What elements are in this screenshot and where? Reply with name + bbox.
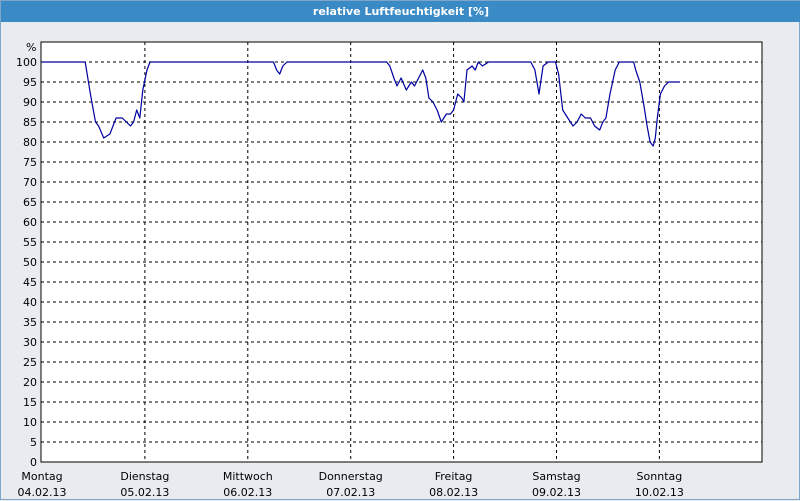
y-tick-label: 30	[23, 336, 37, 349]
x-tick-date: 09.02.13	[532, 486, 581, 499]
x-tick-date: 06.02.13	[223, 486, 272, 499]
x-tick-weekday: Montag	[21, 470, 62, 483]
y-tick-label: 55	[23, 236, 37, 249]
y-tick-label: 100	[16, 56, 37, 69]
y-tick-label: 0	[30, 456, 37, 469]
x-tick-date: 07.02.13	[326, 486, 375, 499]
x-tick-weekday: Samstag	[532, 470, 580, 483]
chart-title: relative Luftfeuchtigkeit [%]	[1, 1, 800, 22]
x-tick-weekday: Freitag	[435, 470, 473, 483]
y-tick-label: 65	[23, 196, 37, 209]
y-axis: 0 5 10 15 20 25 30 35 40 45 50 55 60 65 70 75 80 85 90 95 10…	[16, 56, 37, 469]
y-axis-unit-label: %	[26, 41, 36, 54]
y-tick-label: 40	[23, 296, 37, 309]
x-tick-weekday: Sonntag	[637, 470, 683, 483]
y-tick-label: 45	[23, 276, 37, 289]
y-tick-label: 70	[23, 176, 37, 189]
x-tick-weekday: Dienstag	[120, 470, 169, 483]
series-line	[42, 61, 680, 147]
y-tick-label: 35	[23, 316, 37, 329]
grid-layer	[41, 42, 762, 462]
y-tick-label: 60	[23, 216, 37, 229]
y-tick-label: 95	[23, 76, 37, 89]
y-tick-label: 15	[23, 396, 37, 409]
y-tick-label: 5	[30, 436, 37, 449]
y-tick-label: 90	[23, 96, 37, 109]
y-tick-label: 75	[23, 156, 37, 169]
y-tick-label: 80	[23, 136, 37, 149]
series-layer	[42, 61, 680, 147]
x-tick-date: 10.02.13	[635, 486, 684, 499]
x-tick-date: 05.02.13	[120, 486, 169, 499]
x-tick-date: 04.02.13	[18, 486, 67, 499]
y-tick-label: 10	[23, 416, 37, 429]
y-tick-label: 85	[23, 116, 37, 129]
x-tick-weekday: Mittwoch	[223, 470, 273, 483]
x-tick-date: 08.02.13	[429, 486, 478, 499]
x-tick-weekday: Donnerstag	[319, 470, 383, 483]
y-tick-label: 20	[23, 376, 37, 389]
y-tick-label: 25	[23, 356, 37, 369]
plot-area	[40, 41, 763, 463]
x-axis: Montag 04.02.13 Dienstag 05.02.13 Mittwoch 06…	[18, 470, 684, 499]
y-tick-label: 50	[23, 256, 37, 269]
